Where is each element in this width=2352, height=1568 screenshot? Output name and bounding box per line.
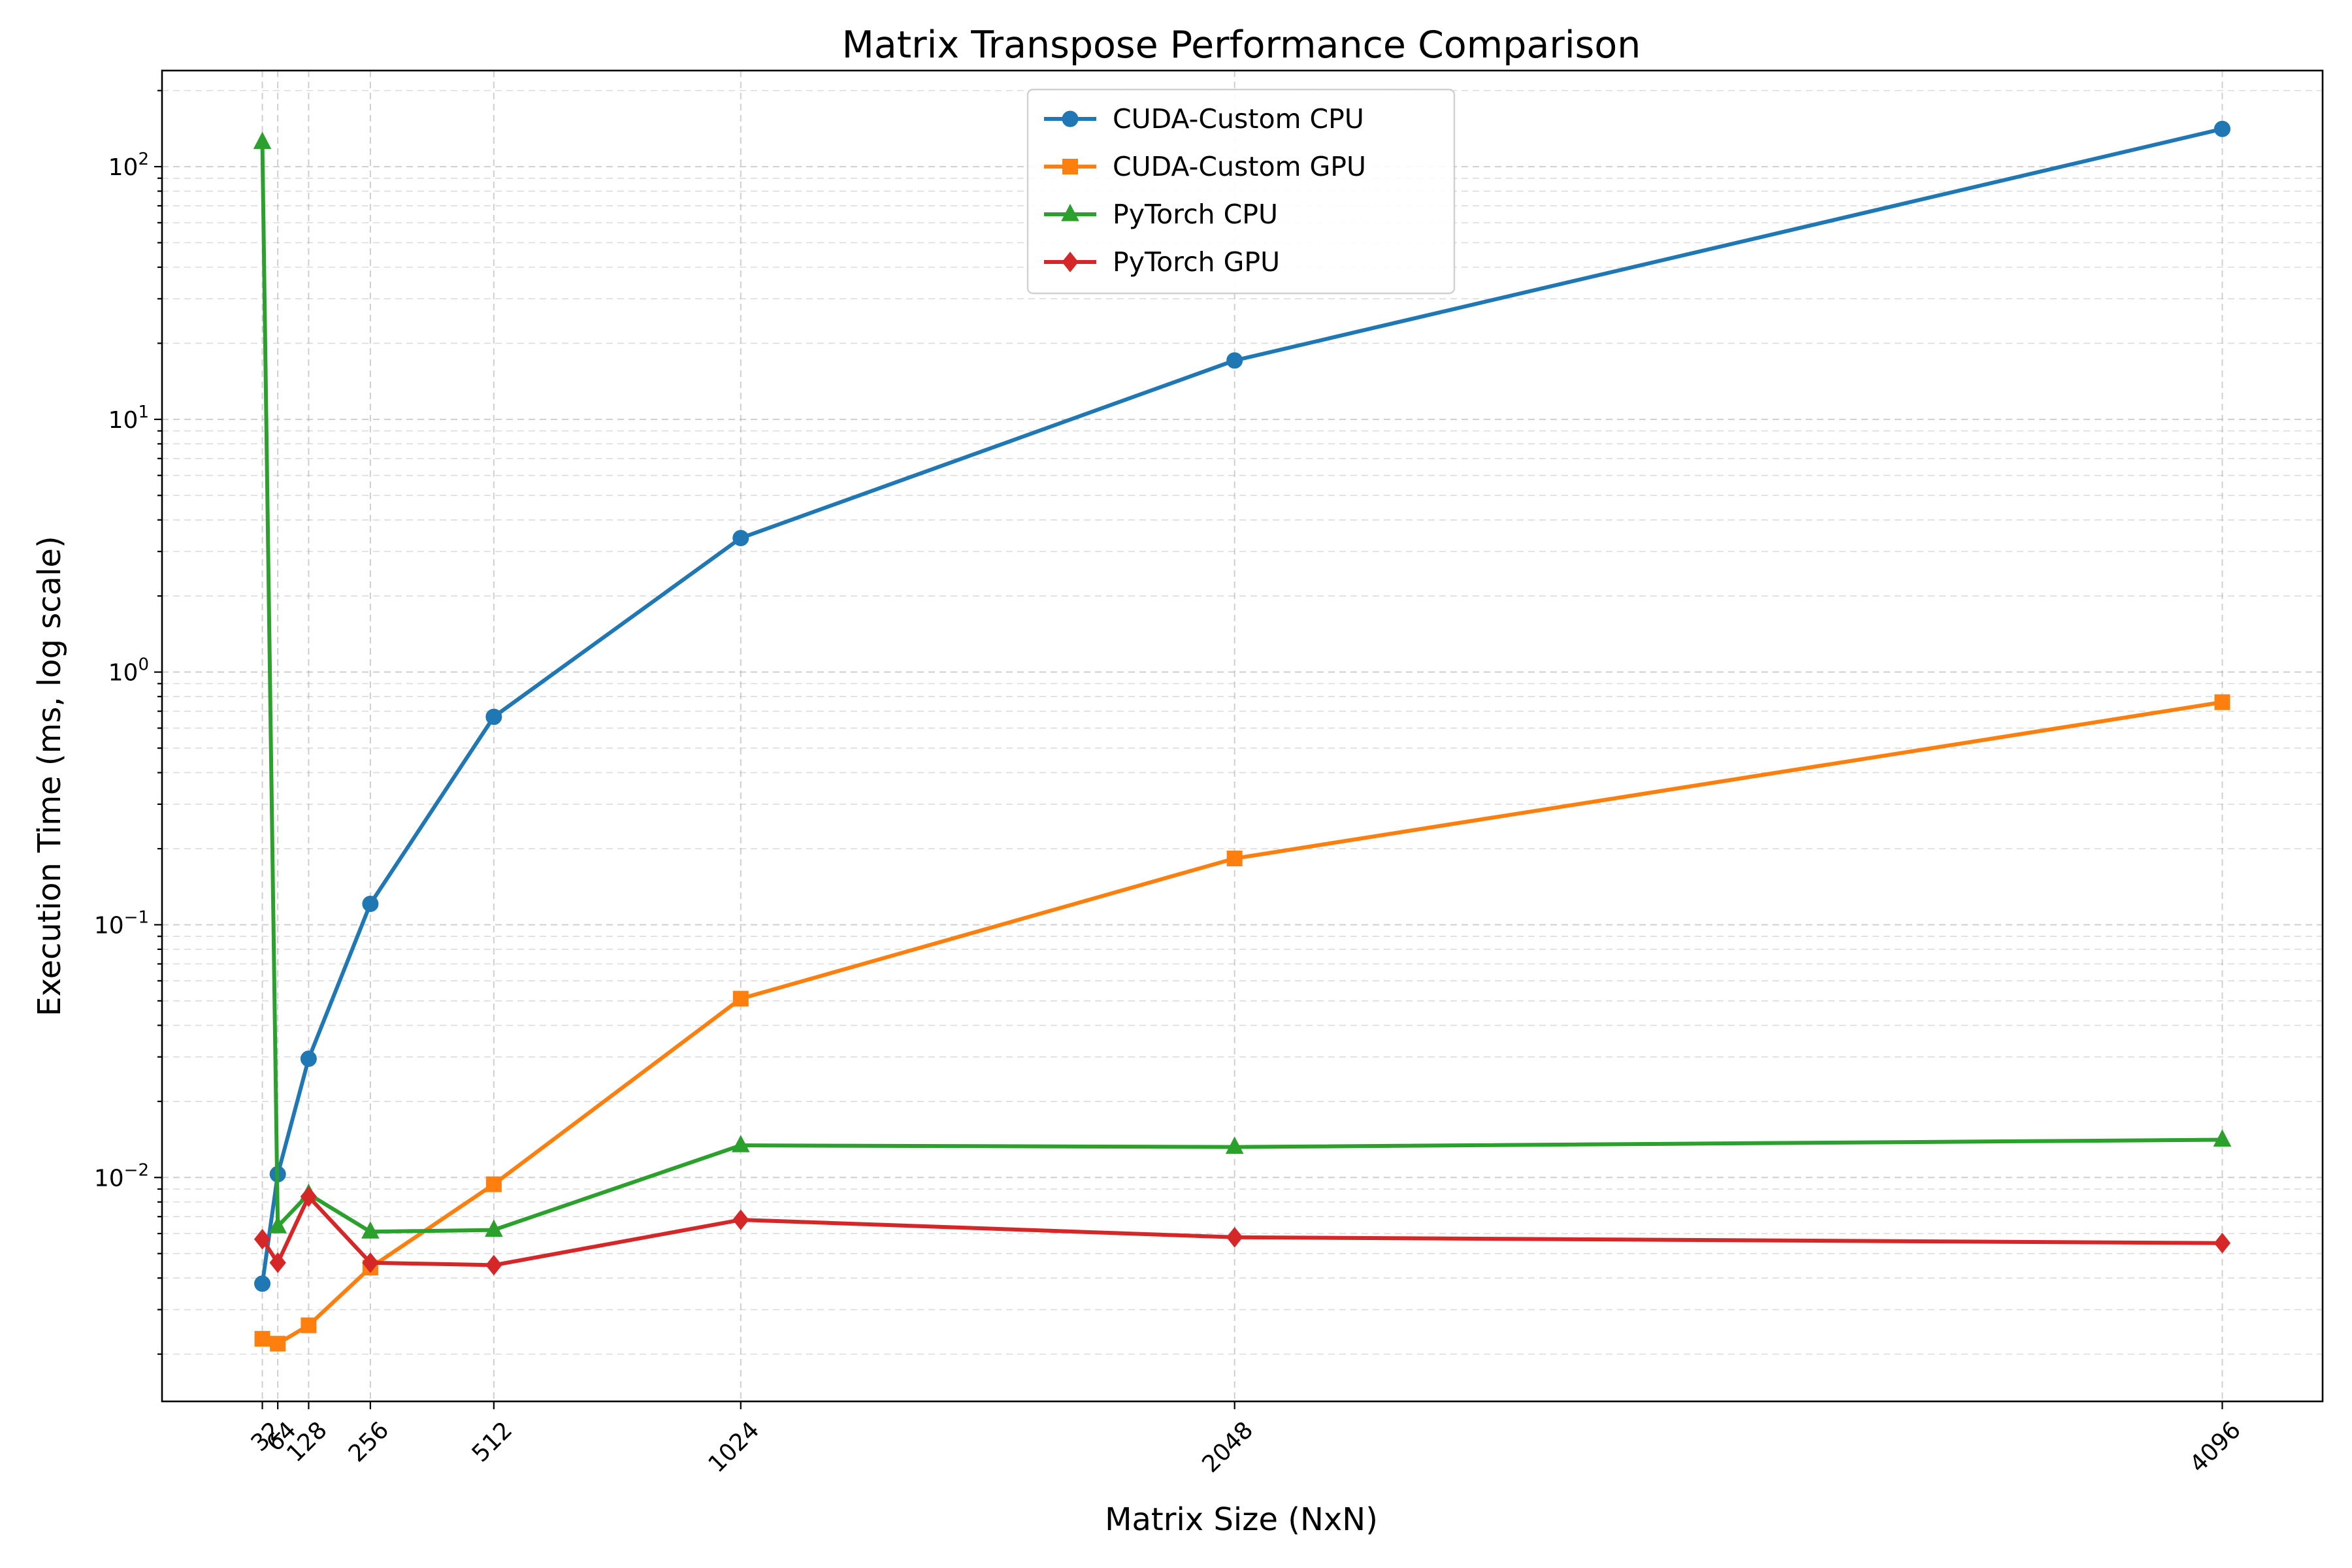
data-point-pytorch-gpu-4096 [2213,1232,2231,1254]
data-point-pytorch-gpu-128 [300,1186,318,1207]
data-point-cuda-custom-cpu-2048 [1226,352,1243,369]
legend-item-cuda-custom-cpu: CUDA-Custom CPU [1044,103,1364,135]
legend-item-pytorch-cpu: PyTorch CPU [1044,199,1278,230]
chart-title: Matrix Transpose Performance Comparison [842,24,1641,67]
x-axis-title: Matrix Size (NxN) [1105,1501,1378,1538]
y-tick-label: 100 [108,655,149,687]
legend-label-pytorch-gpu: PyTorch GPU [1113,246,1280,278]
y-tick-label: 10−1 [94,907,149,939]
legend-marker-pytorch-cpu [1061,203,1079,221]
series-pytorch-gpu [253,1186,2231,1276]
data-point-cuda-custom-cpu-512 [485,708,502,725]
data-point-pytorch-cpu-512 [485,1219,503,1237]
legend-item-pytorch-gpu: PyTorch GPU [1044,246,1280,278]
data-point-pytorch-cpu-256 [361,1221,380,1239]
data-point-cuda-custom-gpu-64 [270,1335,286,1352]
legend-label-pytorch-cpu: PyTorch CPU [1113,199,1278,230]
data-point-cuda-custom-gpu-1024 [732,990,749,1007]
data-point-pytorch-cpu-2048 [1225,1136,1244,1154]
data-point-pytorch-gpu-64 [269,1252,286,1273]
data-point-pytorch-gpu-1024 [732,1209,749,1230]
legend-marker-cuda-custom-cpu [1062,110,1079,127]
grid [162,71,2323,1401]
legend-label-cuda-custom-gpu: CUDA-Custom GPU [1113,151,1366,182]
legend-box [1026,88,1456,295]
legend-marker-pytorch-gpu [1062,252,1079,272]
y-tick-label: 102 [108,150,149,181]
data-point-pytorch-cpu-32 [253,131,272,150]
y-tick-label: 10−2 [94,1160,149,1192]
series-line-pytorch-gpu [260,1194,2225,1267]
y-axis-title: Execution Time (ms, log scale) [31,536,68,1016]
legend-item-cuda-custom-gpu: CUDA-Custom GPU [1044,151,1366,182]
series-cuda-custom-cpu [254,120,2230,1292]
data-point-pytorch-gpu-512 [485,1254,502,1276]
data-point-cuda-custom-cpu-1024 [732,530,749,547]
data-point-pytorch-cpu-64 [269,1216,287,1233]
series-layer [253,120,2232,1352]
data-point-pytorch-gpu-256 [362,1252,379,1273]
legend: CUDA-Custom CPU CUDA-Custom GPU PyTorch CP… [1026,88,1456,295]
data-point-pytorch-cpu-4096 [2213,1129,2232,1147]
data-point-cuda-custom-cpu-32 [254,1275,271,1292]
data-point-cuda-custom-gpu-128 [301,1317,317,1333]
legend-label-cuda-custom-cpu: CUDA-Custom CPU [1113,103,1364,135]
series-line-cuda-custom-cpu [260,127,2225,1286]
data-point-cuda-custom-cpu-256 [362,895,379,912]
data-point-cuda-custom-gpu-4096 [2214,694,2230,710]
plot-frame [161,69,2324,1403]
y-tick-label: 101 [108,402,149,434]
data-point-pytorch-cpu-1024 [731,1135,750,1152]
data-point-cuda-custom-gpu-512 [485,1176,502,1192]
data-point-cuda-custom-cpu-128 [300,1051,317,1068]
data-point-pytorch-gpu-2048 [1226,1226,1243,1248]
series-line-pytorch-cpu [260,140,2225,1234]
data-point-cuda-custom-gpu-2048 [1226,850,1243,866]
data-point-cuda-custom-cpu-4096 [2213,120,2230,137]
legend-marker-cuda-custom-gpu [1062,159,1078,174]
data-point-cuda-custom-gpu-32 [254,1331,270,1347]
data-point-pytorch-gpu-32 [253,1228,271,1250]
